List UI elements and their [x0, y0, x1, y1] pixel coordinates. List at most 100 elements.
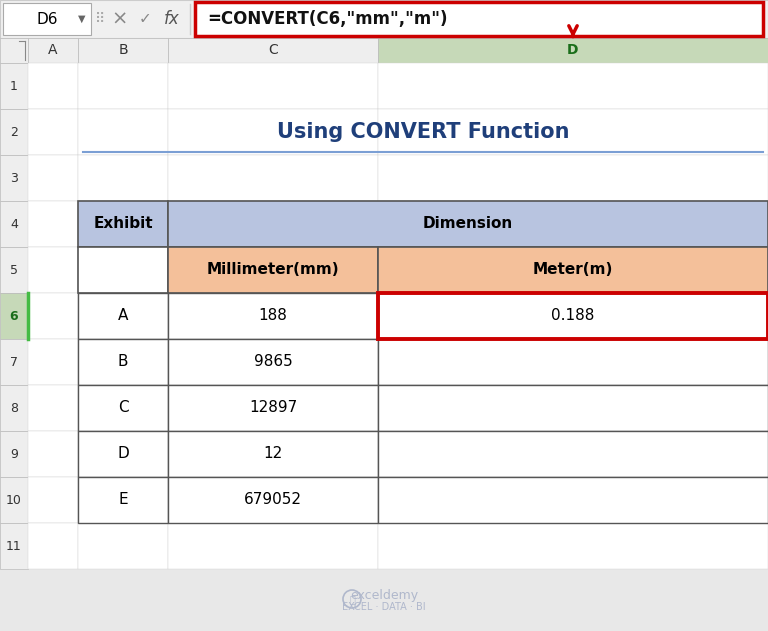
Bar: [168, 38, 378, 63]
Bar: [378, 523, 768, 569]
Text: ✓: ✓: [139, 11, 151, 27]
Bar: [0, 38, 28, 63]
Bar: [168, 431, 378, 477]
Bar: [0, 431, 28, 477]
Bar: [78, 293, 168, 339]
Text: 10: 10: [6, 493, 22, 507]
Bar: [78, 431, 168, 477]
Bar: [78, 247, 168, 293]
Bar: [78, 201, 168, 247]
Text: Dimension: Dimension: [423, 216, 513, 232]
Bar: [28, 431, 78, 477]
Bar: [378, 385, 768, 431]
Bar: [168, 247, 378, 293]
Bar: [0, 385, 28, 431]
Text: C: C: [118, 401, 128, 415]
Bar: [78, 431, 168, 477]
Bar: [378, 385, 768, 431]
Text: 679052: 679052: [244, 493, 302, 507]
Bar: [78, 385, 168, 431]
Bar: [168, 63, 378, 109]
Text: =CONVERT(C6,"mm","m"): =CONVERT(C6,"mm","m"): [207, 10, 448, 28]
Bar: [378, 201, 768, 247]
Text: Meter(m): Meter(m): [533, 262, 613, 278]
Bar: [78, 109, 168, 155]
Bar: [378, 293, 768, 339]
Bar: [78, 155, 168, 201]
Bar: [378, 339, 768, 385]
Text: 7: 7: [10, 355, 18, 369]
Text: E: E: [118, 493, 127, 507]
Text: 3: 3: [10, 172, 18, 184]
Text: B: B: [118, 355, 128, 370]
Text: Using CONVERT Function: Using CONVERT Function: [276, 122, 569, 142]
Text: D6: D6: [36, 11, 58, 27]
Bar: [0, 155, 28, 201]
Bar: [378, 38, 768, 63]
Bar: [378, 247, 768, 293]
Text: 🏠: 🏠: [349, 594, 355, 604]
Bar: [28, 63, 78, 109]
Bar: [168, 385, 378, 431]
Text: Exhibit: Exhibit: [93, 216, 153, 232]
Bar: [378, 155, 768, 201]
Text: ⠿: ⠿: [95, 12, 105, 26]
Bar: [378, 293, 768, 339]
Bar: [78, 477, 168, 523]
Bar: [378, 247, 768, 293]
Bar: [378, 339, 768, 385]
Text: fx: fx: [164, 10, 180, 28]
Bar: [0, 293, 28, 339]
Bar: [78, 339, 168, 385]
Bar: [0, 247, 28, 293]
Text: 12: 12: [263, 447, 283, 461]
Bar: [78, 293, 168, 339]
Bar: [28, 293, 78, 339]
Bar: [0, 0, 768, 38]
Bar: [168, 109, 378, 155]
Bar: [78, 38, 168, 63]
Text: exceldemy: exceldemy: [350, 589, 418, 603]
Bar: [78, 477, 168, 523]
Text: D: D: [118, 447, 129, 461]
Text: 8: 8: [10, 401, 18, 415]
Bar: [168, 247, 378, 293]
Bar: [168, 201, 768, 247]
Bar: [0, 109, 28, 155]
Text: 5: 5: [10, 264, 18, 276]
Text: C: C: [268, 44, 278, 57]
Text: 4: 4: [10, 218, 18, 230]
Bar: [28, 385, 78, 431]
Text: 12897: 12897: [249, 401, 297, 415]
Text: ▼: ▼: [78, 14, 86, 24]
Text: 2: 2: [10, 126, 18, 138]
Bar: [0, 477, 28, 523]
Bar: [378, 63, 768, 109]
Bar: [78, 63, 168, 109]
Bar: [78, 523, 168, 569]
Bar: [28, 155, 78, 201]
Bar: [0, 63, 28, 109]
Bar: [78, 385, 168, 431]
Text: 0.188: 0.188: [551, 309, 594, 324]
Bar: [3, 3, 91, 35]
Bar: [378, 431, 768, 477]
Bar: [168, 431, 378, 477]
Bar: [28, 201, 78, 247]
Bar: [78, 201, 168, 247]
Text: 9: 9: [10, 447, 18, 461]
Bar: [0, 523, 28, 569]
Bar: [78, 339, 168, 385]
Bar: [168, 339, 378, 385]
Text: EXCEL · DATA · BI: EXCEL · DATA · BI: [343, 602, 425, 612]
Bar: [28, 477, 78, 523]
Bar: [378, 293, 768, 339]
Text: A: A: [48, 44, 58, 57]
Bar: [168, 201, 378, 247]
Bar: [378, 477, 768, 523]
Bar: [168, 477, 378, 523]
Bar: [28, 247, 78, 293]
Bar: [168, 477, 378, 523]
Bar: [168, 293, 378, 339]
Text: 9865: 9865: [253, 355, 293, 370]
